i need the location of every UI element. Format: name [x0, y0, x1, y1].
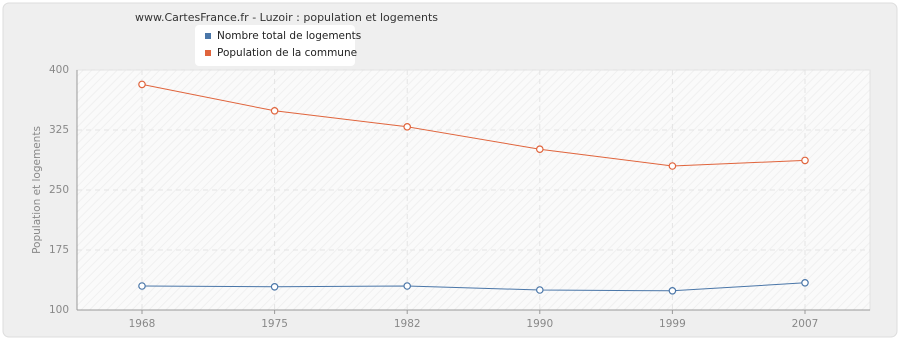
y-tick-label: 250 — [49, 184, 69, 196]
data-point — [138, 80, 146, 89]
legend-swatch — [205, 50, 211, 56]
x-tick-label: 1990 — [526, 318, 553, 330]
y-tick-label: 325 — [49, 124, 69, 136]
legend-swatch — [205, 33, 211, 39]
data-point — [535, 145, 544, 154]
x-tick-label: 2007 — [792, 318, 819, 330]
y-axis-label: Population et logements — [31, 126, 43, 254]
data-point — [801, 278, 809, 287]
y-tick-label: 400 — [49, 64, 69, 76]
y-tick-label: 175 — [49, 244, 69, 256]
x-tick-label: 1968 — [129, 318, 156, 330]
x-tick-label: 1975 — [261, 318, 288, 330]
data-point — [403, 282, 412, 290]
series-line — [141, 282, 806, 292]
legend — [195, 25, 355, 66]
legend-label: Nombre total de logements — [217, 30, 361, 42]
data-point — [668, 286, 677, 295]
series-line — [141, 83, 806, 167]
chart-title: www.CartesFrance.fr - Luzoir : populatio… — [135, 11, 438, 24]
x-tick-label: 1982 — [394, 318, 421, 330]
data-point — [270, 107, 279, 115]
legend-label: Population de la commune — [217, 47, 357, 59]
data-point — [138, 282, 146, 290]
data-point — [270, 282, 279, 291]
y-tick-label: 100 — [49, 304, 69, 316]
data-point — [403, 123, 412, 131]
data-point — [801, 156, 809, 165]
x-tick-label: 1999 — [659, 318, 686, 330]
data-point — [535, 286, 544, 294]
data-point — [668, 162, 677, 170]
